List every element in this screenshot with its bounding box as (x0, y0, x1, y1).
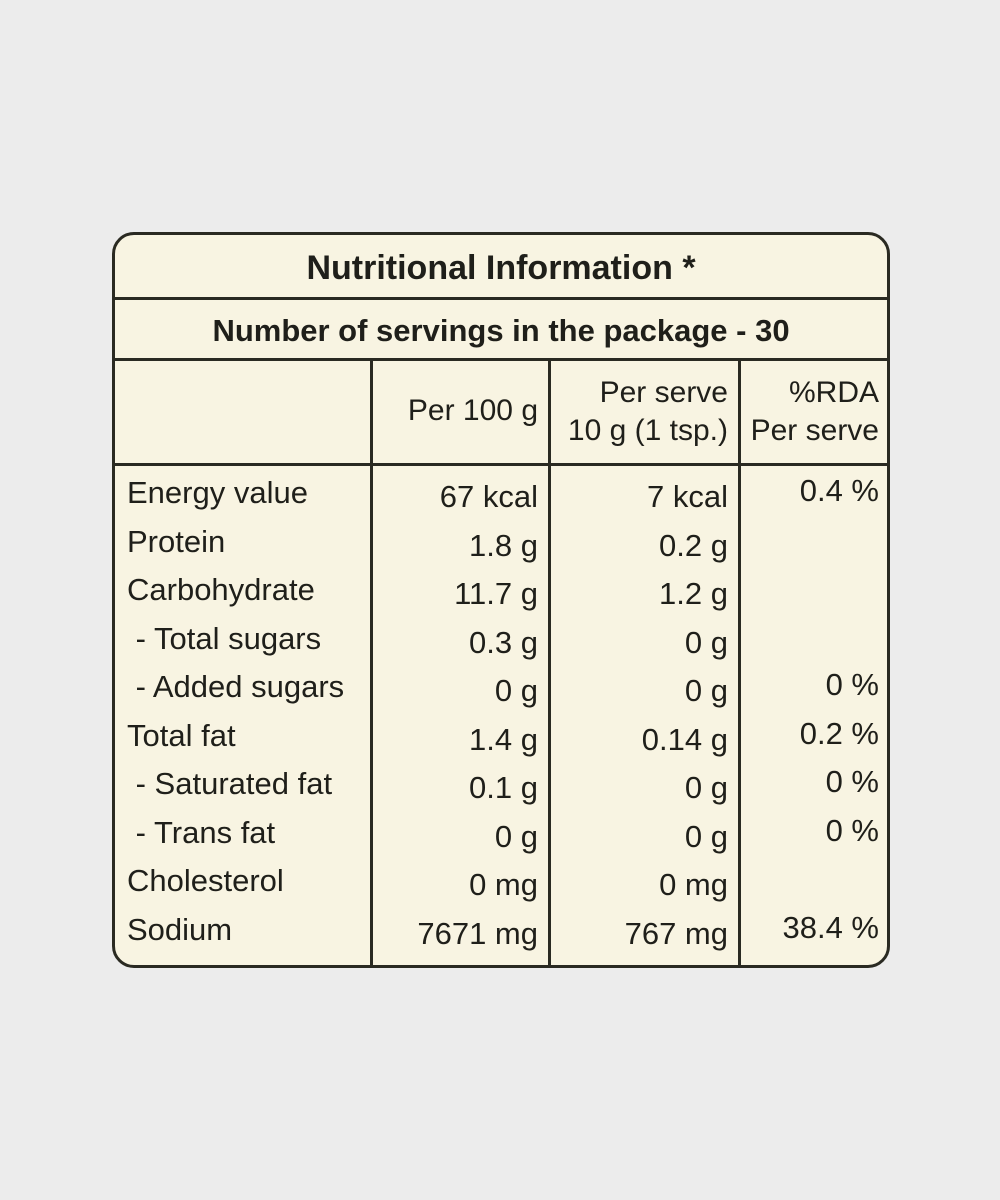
column-divider (370, 358, 373, 965)
nutrient-name: - Trans fat (127, 814, 276, 850)
nutrient-value: 0.2 % (799, 715, 879, 751)
label-title: Nutritional Information * (306, 249, 696, 287)
column-divider (548, 358, 551, 965)
nutrient-name: Sodium (127, 911, 233, 947)
nutrient-name: - Saturated fat (127, 766, 333, 801)
nutrient-name: - Added sugars (127, 669, 345, 704)
divider (115, 463, 887, 466)
nutrient-value: 67 kcal (439, 479, 538, 514)
nutrient-value: 0.14 g (641, 721, 728, 757)
nutrient-value: 0 % (825, 667, 879, 702)
divider (115, 358, 887, 361)
nutrient-value: 1.4 g (469, 721, 538, 757)
nutrient-value: 767 mg (624, 915, 728, 951)
nutrient-value: 38.4 % (782, 909, 879, 945)
nutrient-name: Protein (127, 523, 226, 559)
nutrient-name: Cholesterol (127, 863, 284, 898)
nutrient-value: 7 kcal (647, 479, 728, 514)
column-header: Per serve (750, 414, 879, 447)
nutrient-name: Energy value (127, 475, 308, 510)
column-header: Per 100 g (407, 394, 538, 427)
nutrient-value: 0 mg (659, 867, 728, 902)
nutrient-value: 0 mg (469, 867, 538, 902)
nutrient-name: - Total sugars (127, 620, 322, 656)
nutrient-value: 1.2 g (659, 576, 728, 611)
column-header: 10 g (1 tsp.) (567, 414, 728, 447)
column-header: Per serve (599, 376, 728, 409)
nutrient-value: 0 g (684, 818, 728, 854)
nutrient-name: Carbohydrate (127, 572, 315, 607)
nutrient-value: 0 % (825, 812, 879, 848)
nutrient-value: 0 g (494, 673, 538, 708)
divider (115, 297, 887, 300)
nutrition-label: Nutritional Information * Number of serv… (112, 232, 890, 968)
column-header: %RDA (788, 376, 879, 409)
nutrient-value: 0.4 % (799, 473, 879, 508)
nutrient-value: 11.7 g (454, 576, 538, 611)
nutrient-value: 0 g (684, 624, 728, 660)
nutrient-value: 0.3 g (469, 624, 538, 660)
nutrient-value: 0 % (825, 764, 879, 799)
nutrient-value: 0.1 g (469, 770, 538, 805)
servings: Number of servings in the package - 30 (212, 313, 790, 348)
nutrient-value: 7671 mg (417, 915, 538, 951)
nutrient-value: 0 g (684, 673, 728, 708)
nutrient-value: 0.2 g (659, 527, 728, 563)
nutrient-value: 0 g (684, 770, 728, 805)
nutrient-name: Total fat (127, 717, 236, 753)
nutrient-value: 1.8 g (469, 527, 538, 563)
column-divider (738, 358, 741, 965)
nutrient-value: 0 g (494, 818, 538, 854)
